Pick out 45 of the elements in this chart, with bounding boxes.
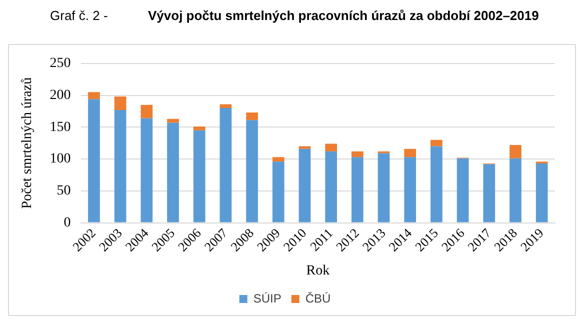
x-axis-title: Rok <box>306 263 330 278</box>
bar <box>298 148 311 222</box>
bar <box>430 146 442 222</box>
bar <box>88 92 100 100</box>
legend-label: SÚIP <box>253 291 282 306</box>
chart-subtitle: Vývoj počtu smrtelných pracovních úrazů za období 2002–2019 <box>148 8 539 23</box>
bar <box>272 162 284 222</box>
bar <box>378 153 390 222</box>
bar <box>404 148 416 158</box>
bar <box>246 112 258 120</box>
bar <box>140 118 153 222</box>
legend-label: ČBÚ <box>305 291 331 306</box>
bar <box>140 104 153 118</box>
bar <box>404 157 416 222</box>
chart-title: Graf č. 2 - <box>50 8 108 23</box>
bar <box>536 163 548 222</box>
bar <box>88 99 100 222</box>
y-tick-label: 50 <box>56 184 71 199</box>
bar <box>220 104 232 108</box>
bar <box>456 158 469 222</box>
bar <box>220 108 232 222</box>
y-tick-label: 100 <box>50 152 71 167</box>
bar <box>510 158 522 222</box>
bar <box>246 120 258 222</box>
bar <box>193 126 206 130</box>
x-tick-label: 2011 <box>306 225 336 254</box>
bar <box>298 146 311 149</box>
bar <box>351 157 364 222</box>
y-tick-label: 250 <box>50 56 71 72</box>
y-axis-title: Počet smrtelných úrazů <box>20 77 36 209</box>
y-tick-label: 150 <box>50 120 71 135</box>
bar <box>351 151 364 158</box>
bar <box>325 151 337 222</box>
bar <box>272 157 284 162</box>
bar <box>114 110 126 222</box>
bar <box>510 145 522 158</box>
bar <box>167 118 179 123</box>
bar <box>193 130 206 222</box>
y-tick-label: 0 <box>64 215 71 230</box>
bar <box>167 122 179 222</box>
bar <box>483 164 496 222</box>
bar <box>114 96 126 110</box>
y-tick-label: 200 <box>50 88 71 103</box>
bar <box>325 144 337 152</box>
bar <box>430 140 442 146</box>
